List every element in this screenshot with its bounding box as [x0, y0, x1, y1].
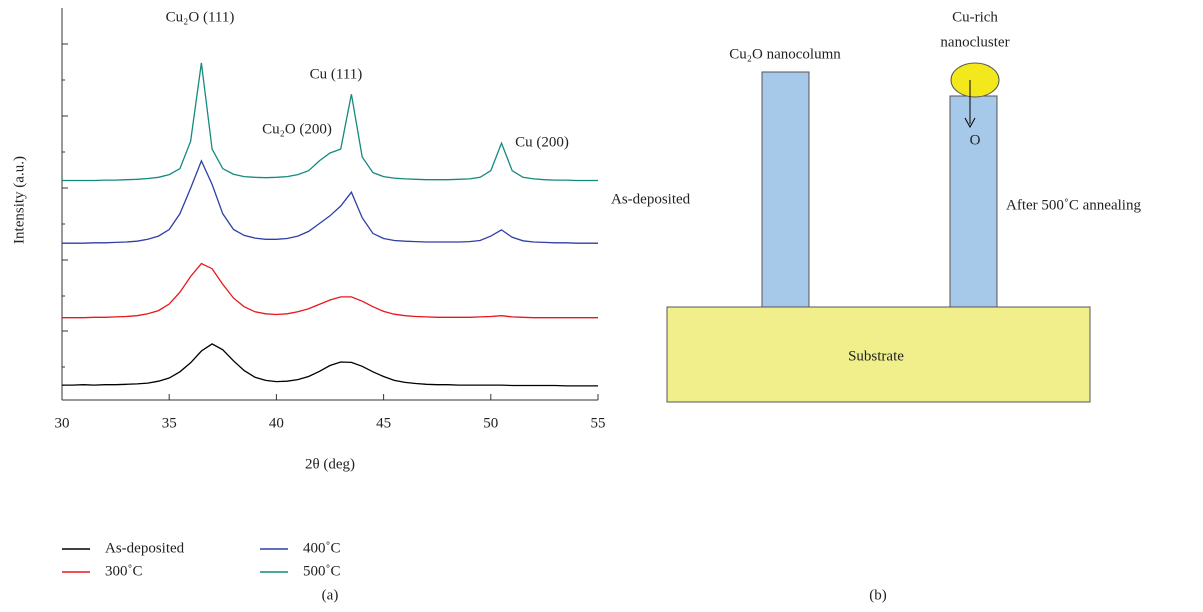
series-line — [62, 62, 598, 182]
substrate-label: Substrate — [848, 348, 904, 364]
x-axis-label: 2θ (deg) — [305, 456, 355, 472]
y-axis-label: Intensity (a.u.) — [11, 156, 27, 244]
legend-label: 400˚C — [303, 540, 341, 556]
nanocluster — [950, 62, 1000, 98]
series-line — [62, 262, 598, 319]
x-tick-label: 55 — [591, 415, 606, 431]
arrow-head — [964, 117, 976, 129]
panel-label: (a) — [322, 587, 339, 603]
x-tick-label: 50 — [483, 415, 498, 431]
series-line — [62, 343, 598, 387]
substrate — [666, 306, 1091, 403]
annotation: Cu (111) — [310, 66, 363, 82]
annotation: Cu₂O (111) — [166, 9, 235, 25]
legend-label: 500˚C — [303, 563, 341, 579]
caption: As-deposited — [611, 191, 691, 207]
nanocolumn — [761, 71, 810, 308]
cluster-label: Cu-rich — [952, 9, 998, 25]
cluster-label: nanocluster — [940, 34, 1009, 50]
column-label: Cu₂O nanocolumn — [729, 46, 841, 62]
annotation: Cu₂O (200) — [262, 121, 332, 137]
panel-label: (b) — [869, 587, 887, 603]
x-tick-label: 45 — [376, 415, 391, 431]
x-tick-label: 40 — [269, 415, 284, 431]
legend-label: 300˚C — [105, 563, 143, 579]
annotation: Cu (200) — [515, 134, 569, 150]
y-axis-ticks — [62, 43, 68, 368]
x-tick-label: 35 — [162, 415, 177, 431]
nanocolumn — [949, 95, 998, 308]
diagram: Substrate Cu₂O nanocolumn Cu-rich nanocl… — [611, 9, 1141, 603]
oxygen-label: O — [970, 132, 981, 148]
series-line — [62, 159, 598, 244]
legend-label: As-deposited — [105, 540, 185, 556]
x-tick-label: 30 — [55, 415, 70, 431]
caption: After 500˚C annealing — [1006, 197, 1141, 213]
